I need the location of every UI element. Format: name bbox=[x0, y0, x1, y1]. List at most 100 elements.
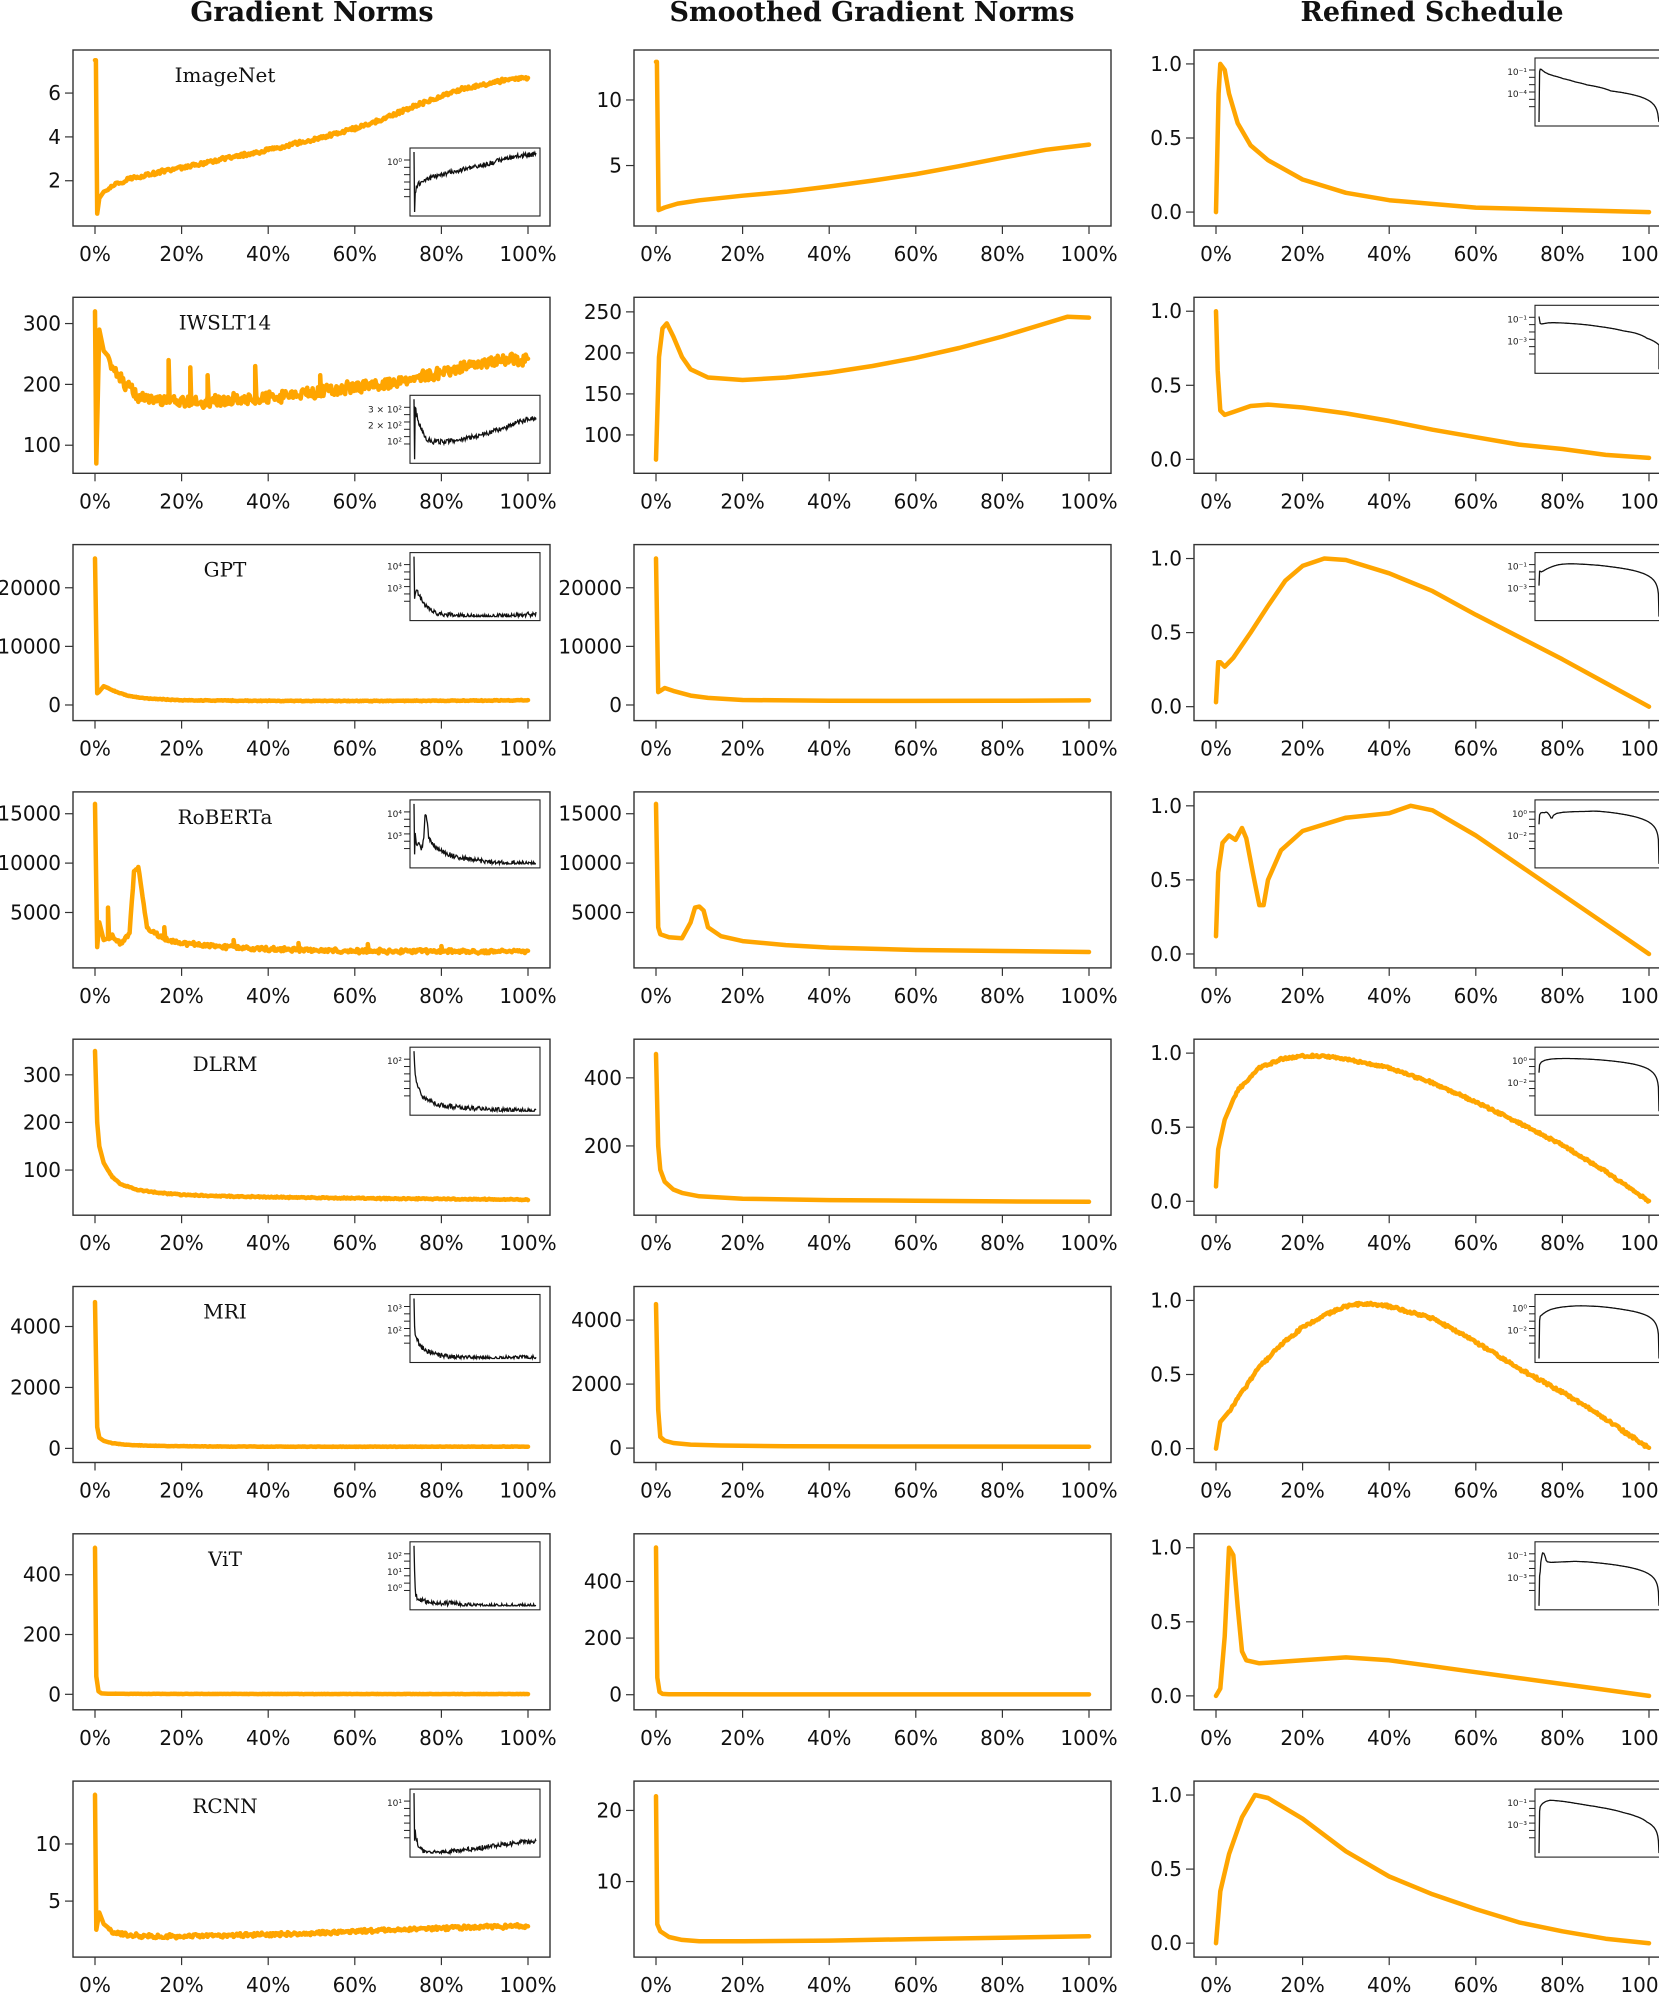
inset-gradient-line bbox=[413, 556, 537, 620]
x-tick-label: 20% bbox=[159, 1973, 203, 1997]
y-tick-label: 200 bbox=[584, 341, 622, 365]
panel-gpt-smoothed: 0 10000 20000 0% 20% 40% 60% 80% 100% bbox=[558, 543, 1118, 761]
series-line-schedule bbox=[1213, 1300, 1652, 1451]
inset-gradient-line bbox=[413, 399, 537, 460]
x-tick-label: 40% bbox=[807, 984, 851, 1008]
x-tick-label: 80% bbox=[1540, 737, 1584, 761]
panel-imagenet-schedule: 0.0 0.5 1.0 0% 20% 40% 60% 80% 100% 10⁻¹ 10⁻⁴ bbox=[1150, 49, 1659, 266]
y-tick-label: 0.0 bbox=[1150, 1437, 1182, 1461]
plot-frame bbox=[72, 1780, 551, 1958]
inset-schedule-line bbox=[1538, 1057, 1659, 1112]
plot-frame bbox=[633, 49, 1112, 227]
panel-iwslt14-gradient: 100 200 300 0% 20% 40% 60% 80% 100% IWSLT14 3 × 10… bbox=[23, 296, 557, 513]
x-tick-label: 20% bbox=[720, 1479, 764, 1503]
x-tick-label: 0% bbox=[1200, 489, 1232, 513]
x-tick-label: 60% bbox=[1454, 1973, 1498, 1997]
y-tick-label: 1.0 bbox=[1150, 1041, 1182, 1065]
x-tick-label: 40% bbox=[246, 1231, 290, 1255]
inset-gradient-frame bbox=[409, 394, 541, 464]
series-line-schedule bbox=[1213, 61, 1652, 215]
panel-mri-schedule: 0.0 0.5 1.0 0% 20% 40% 60% 80% 100% 10⁰ 10⁻² bbox=[1150, 1285, 1659, 1503]
y-tick-label: 4000 bbox=[10, 1315, 61, 1339]
x-tick-label: 60% bbox=[894, 1479, 938, 1503]
panel-dlrm-gradient: 100 200 300 0% 20% 40% 60% 80% 100% DLRM 10² bbox=[23, 1038, 557, 1255]
inset-schedule-label: 10⁻³ bbox=[1507, 1821, 1527, 1831]
x-tick-label: 0% bbox=[1200, 1231, 1232, 1255]
y-tick-label: 400 bbox=[584, 1569, 622, 1593]
y-tick-label: 0 bbox=[609, 693, 622, 717]
panel-iwslt14-smoothed: 100 150 200 250 0% 20% 40% 60% 80% 100% bbox=[584, 296, 1118, 513]
y-tick-label: 1.0 bbox=[1150, 299, 1182, 323]
x-tick-label: 80% bbox=[1540, 1726, 1584, 1750]
x-tick-label: 80% bbox=[1540, 242, 1584, 266]
x-tick-label: 0% bbox=[1200, 1973, 1232, 1997]
y-tick-label: 0 bbox=[609, 1436, 622, 1460]
x-tick-label: 100% bbox=[499, 984, 556, 1008]
x-tick-label: 60% bbox=[894, 489, 938, 513]
x-tick-label: 20% bbox=[159, 1479, 203, 1503]
series-line-gradient bbox=[92, 1048, 531, 1203]
x-tick-label: 60% bbox=[333, 489, 377, 513]
x-tick-label: 20% bbox=[720, 737, 764, 761]
panel-mri-gradient: 0 2000 4000 0% 20% 40% 60% 80% 100% MRI 10³ 10² bbox=[10, 1285, 557, 1503]
x-tick-label: 40% bbox=[246, 1973, 290, 1997]
y-tick-label: 0.5 bbox=[1150, 1610, 1182, 1634]
x-tick-label: 80% bbox=[419, 737, 463, 761]
y-tick-label: 0.0 bbox=[1150, 1931, 1182, 1955]
y-tick-label: 15000 bbox=[558, 802, 622, 826]
plot-frame bbox=[72, 49, 551, 227]
x-tick-label: 100% bbox=[1620, 242, 1659, 266]
series-line-smoothed bbox=[653, 1301, 1092, 1449]
series-line-gradient bbox=[92, 1299, 531, 1450]
x-tick-label: 40% bbox=[1367, 1973, 1411, 1997]
panel-rcnn-smoothed: 10 20 0% 20% 40% 60% 80% 100% bbox=[597, 1780, 1118, 1997]
x-tick-label: 100% bbox=[499, 489, 556, 513]
y-tick-label: 200 bbox=[23, 1110, 61, 1134]
inset-schedule-frame bbox=[1534, 57, 1659, 127]
x-tick-label: 0% bbox=[640, 1479, 672, 1503]
x-tick-label: 80% bbox=[1540, 984, 1584, 1008]
series-line-schedule bbox=[1213, 803, 1652, 957]
y-tick-label: 200 bbox=[23, 1623, 61, 1647]
x-tick-label: 20% bbox=[720, 984, 764, 1008]
x-tick-label: 0% bbox=[79, 1231, 111, 1255]
x-tick-label: 80% bbox=[1540, 1479, 1584, 1503]
x-tick-label: 40% bbox=[246, 737, 290, 761]
inset-schedule-label: 10⁻⁴ bbox=[1507, 90, 1527, 100]
inset-schedule-label: 10⁻¹ bbox=[1507, 68, 1527, 78]
series-line-schedule bbox=[1213, 1792, 1652, 1946]
x-tick-label: 80% bbox=[419, 1973, 463, 1997]
inset-schedule-label: 10⁻² bbox=[1507, 1327, 1527, 1337]
dataset-label: GPT bbox=[204, 558, 247, 582]
x-tick-label: 100% bbox=[1060, 1479, 1117, 1503]
x-tick-label: 100% bbox=[499, 1479, 556, 1503]
plot-frame bbox=[72, 543, 551, 722]
x-tick-label: 40% bbox=[246, 242, 290, 266]
x-tick-label: 20% bbox=[720, 489, 764, 513]
y-tick-label: 4000 bbox=[571, 1308, 622, 1332]
y-tick-label: 0.0 bbox=[1150, 942, 1182, 966]
y-tick-label: 200 bbox=[584, 1134, 622, 1158]
x-tick-label: 60% bbox=[1454, 1479, 1498, 1503]
inset-schedule-label: 10⁻¹ bbox=[1507, 1799, 1527, 1809]
panel-rcnn-schedule: 0.0 0.5 1.0 0% 20% 40% 60% 80% 100% 10⁻¹ 10⁻³ bbox=[1150, 1780, 1659, 1997]
inset-schedule-line bbox=[1538, 563, 1659, 617]
x-tick-label: 0% bbox=[1200, 1726, 1232, 1750]
inset-gradient-label: 10² bbox=[387, 1552, 402, 1562]
x-tick-label: 80% bbox=[419, 1479, 463, 1503]
dataset-label: ViT bbox=[207, 1547, 242, 1571]
inset-gradient-line bbox=[413, 803, 536, 867]
inset-gradient-frame bbox=[409, 1046, 541, 1116]
x-tick-label: 20% bbox=[1280, 984, 1324, 1008]
y-tick-label: 2000 bbox=[571, 1372, 622, 1396]
x-tick-label: 80% bbox=[980, 737, 1024, 761]
y-tick-label: 400 bbox=[584, 1066, 622, 1090]
x-tick-label: 80% bbox=[419, 1726, 463, 1750]
inset-gradient-frame bbox=[409, 1788, 541, 1858]
panel-vit-gradient: 0 200 400 0% 20% 40% 60% 80% 100% ViT 10² 10¹ 10⁰ bbox=[23, 1533, 557, 1750]
series-line-gradient bbox=[92, 309, 531, 466]
x-tick-label: 100% bbox=[1620, 984, 1659, 1008]
x-tick-label: 20% bbox=[159, 489, 203, 513]
